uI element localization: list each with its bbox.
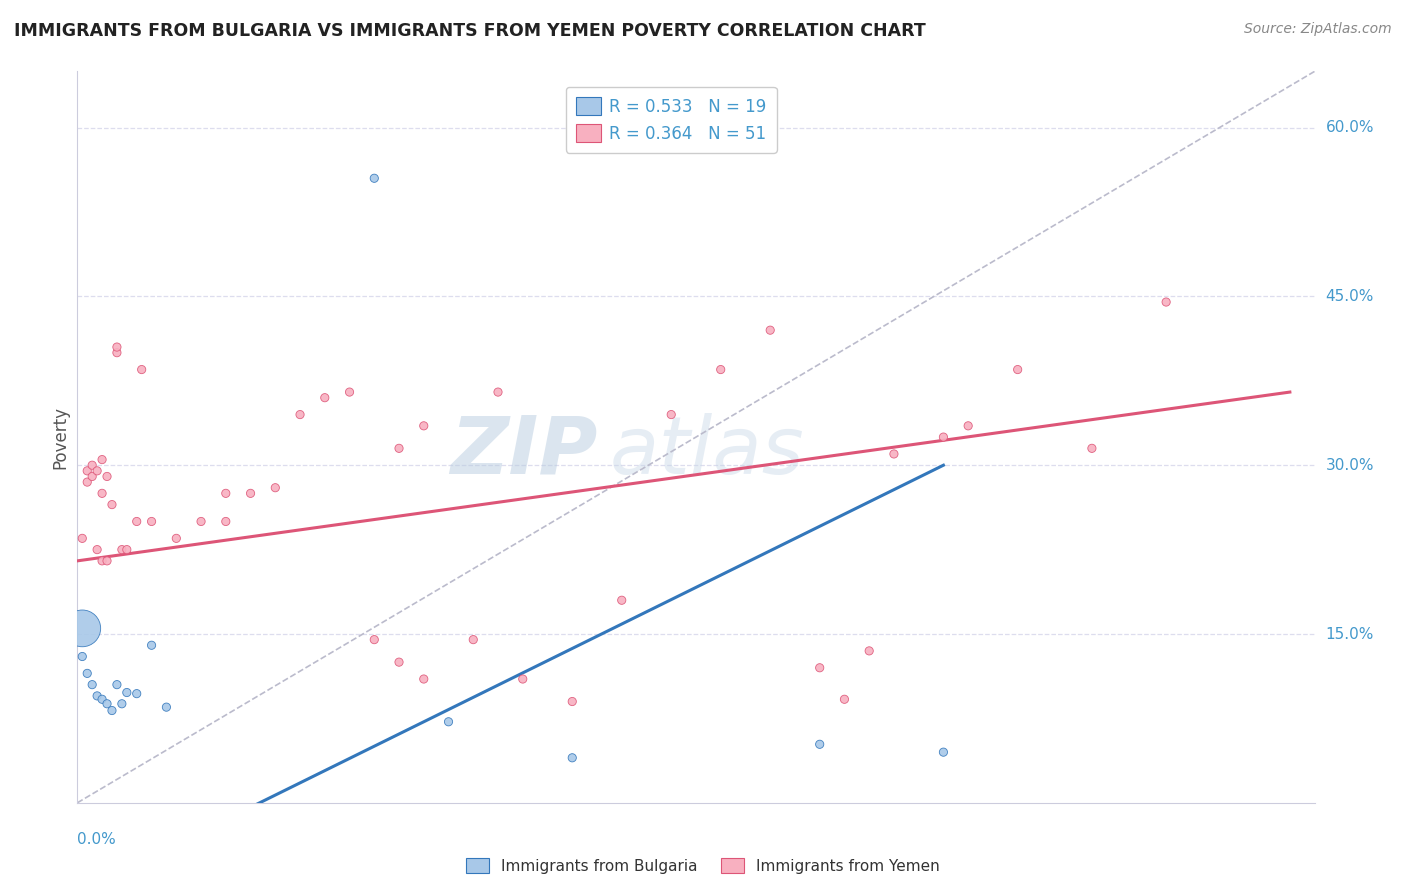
Point <box>86 689 108 703</box>
Point <box>72 621 94 635</box>
Point <box>957 418 980 433</box>
Point <box>101 704 124 718</box>
Point <box>288 408 311 422</box>
Point <box>190 515 212 529</box>
Point <box>463 632 485 647</box>
Point <box>76 464 98 478</box>
Text: 0.0%: 0.0% <box>77 832 117 847</box>
Point <box>561 694 583 708</box>
Point <box>72 649 94 664</box>
Text: 30.0%: 30.0% <box>1326 458 1374 473</box>
Point <box>101 498 124 512</box>
Text: Source: ZipAtlas.com: Source: ZipAtlas.com <box>1244 22 1392 37</box>
Point <box>125 515 148 529</box>
Point <box>264 481 287 495</box>
Point <box>388 655 411 669</box>
Text: atlas: atlas <box>609 413 804 491</box>
Text: 15.0%: 15.0% <box>1326 626 1374 641</box>
Point <box>363 171 385 186</box>
Point <box>155 700 177 714</box>
Point <box>115 685 138 699</box>
Point <box>141 515 163 529</box>
Point <box>215 486 238 500</box>
Point <box>105 345 128 359</box>
Point <box>86 542 108 557</box>
Point <box>82 458 104 473</box>
Point <box>215 515 238 529</box>
Point <box>82 678 104 692</box>
Point <box>131 362 153 376</box>
Point <box>91 692 114 706</box>
Point <box>437 714 460 729</box>
Point <box>808 661 831 675</box>
Point <box>165 532 187 546</box>
Point <box>141 638 163 652</box>
Point <box>111 542 134 557</box>
Point <box>115 542 138 557</box>
Legend: Immigrants from Bulgaria, Immigrants from Yemen: Immigrants from Bulgaria, Immigrants fro… <box>460 852 946 880</box>
Point <box>72 532 94 546</box>
Legend: R = 0.533   N = 19, R = 0.364   N = 51: R = 0.533 N = 19, R = 0.364 N = 51 <box>567 87 776 153</box>
Point <box>96 554 118 568</box>
Y-axis label: Poverty: Poverty <box>51 406 69 468</box>
Text: 60.0%: 60.0% <box>1326 120 1374 135</box>
Point <box>834 692 856 706</box>
Point <box>1154 295 1177 310</box>
Point <box>76 666 98 681</box>
Point <box>932 745 955 759</box>
Point <box>96 697 118 711</box>
Point <box>388 442 411 456</box>
Text: ZIP: ZIP <box>450 413 598 491</box>
Point <box>759 323 782 337</box>
Point <box>512 672 534 686</box>
Point <box>105 340 128 354</box>
Point <box>314 391 336 405</box>
Point <box>561 751 583 765</box>
Point <box>96 469 118 483</box>
Point <box>91 452 114 467</box>
Point <box>412 672 434 686</box>
Point <box>412 418 434 433</box>
Point <box>858 644 880 658</box>
Point <box>82 469 104 483</box>
Point <box>91 554 114 568</box>
Point <box>239 486 262 500</box>
Point <box>710 362 733 376</box>
Point <box>610 593 633 607</box>
Point <box>91 486 114 500</box>
Point <box>363 632 385 647</box>
Text: 45.0%: 45.0% <box>1326 289 1374 304</box>
Point <box>125 687 148 701</box>
Point <box>76 475 98 489</box>
Point <box>659 408 682 422</box>
Text: IMMIGRANTS FROM BULGARIA VS IMMIGRANTS FROM YEMEN POVERTY CORRELATION CHART: IMMIGRANTS FROM BULGARIA VS IMMIGRANTS F… <box>14 22 925 40</box>
Point <box>86 464 108 478</box>
Point <box>1081 442 1104 456</box>
Point <box>111 697 134 711</box>
Point <box>883 447 905 461</box>
Point <box>808 737 831 751</box>
Point <box>105 678 128 692</box>
Point <box>486 385 509 400</box>
Point <box>932 430 955 444</box>
Point <box>339 385 361 400</box>
Point <box>1007 362 1029 376</box>
